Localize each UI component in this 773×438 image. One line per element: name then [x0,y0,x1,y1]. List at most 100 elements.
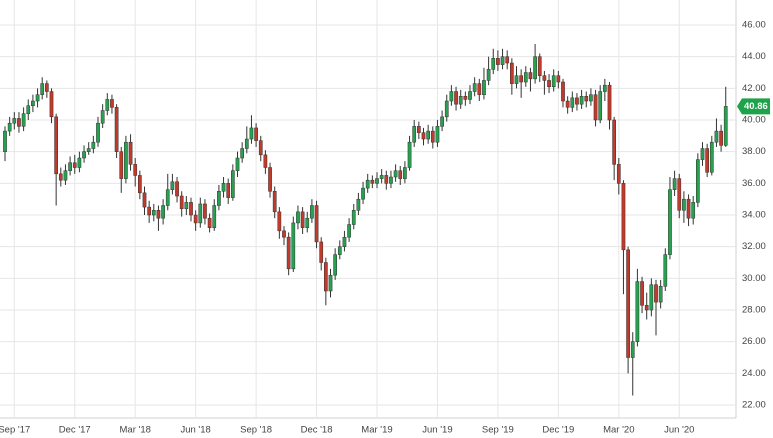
candle-body [570,97,575,108]
candle-body [147,206,152,216]
candle-body [486,69,491,81]
candle-body [430,130,435,143]
candle-body [45,83,49,92]
candle-body [3,130,7,152]
candle-body [412,126,417,143]
candle-body [454,91,458,105]
candle-body [198,203,203,224]
candle-body [393,170,398,178]
candle-body [263,154,268,168]
candle-body [110,99,114,108]
last-price-label: 40.86 [744,101,768,112]
candle-body [310,205,314,219]
candle-body [635,281,640,342]
candle-body [505,56,510,64]
last-price-badge [737,98,770,115]
candle-body [179,195,184,209]
candle-body [510,62,514,84]
candle-body [138,175,142,194]
candle-body [714,130,719,143]
candle-body [468,91,472,100]
candle-body [68,162,72,171]
candle-body [616,164,621,184]
candle-body [640,281,644,306]
candle-body [272,191,277,213]
candle-body [417,126,421,133]
y-tick-label: 26.00 [742,336,766,347]
candle-body [696,159,700,203]
candle-body [58,173,63,181]
candle-body [719,130,723,146]
x-tick-label: Mar '19 [361,425,392,436]
x-tick-label: Dec '18 [301,425,333,436]
candle-body [403,167,407,179]
candle-body [17,118,21,127]
candle-body [435,126,440,143]
candle-body [7,122,12,132]
candle-body [244,138,249,149]
candle-body [421,132,426,140]
candle-body [100,110,105,124]
candle-body [26,105,31,114]
candle-body [328,274,333,292]
candle-body [156,210,161,219]
candle-body [523,72,528,83]
x-tick-label: Jun '20 [664,425,694,436]
candle-body [324,262,328,292]
candle-body [193,214,198,224]
candle-body [282,230,286,238]
candle-body [114,107,119,152]
candle-body [170,181,175,190]
candle-body [207,217,212,228]
candle-body [96,122,100,143]
candle-body [370,179,375,184]
x-tick-label: Dec '19 [542,425,574,436]
candle-body [491,58,496,70]
candle-body [668,189,672,255]
candle-body [54,116,58,175]
candle-body [649,284,654,311]
candle-body [630,341,635,358]
candle-body [175,181,179,197]
x-tick-label: Sep '17 [0,425,30,436]
candle-body [440,116,444,127]
candle-body [337,246,342,255]
candle-body [40,83,45,95]
candle-body [319,241,324,263]
candle-body [426,130,430,140]
candle-body [556,75,561,83]
candle-body [621,183,626,251]
candle-body [579,96,584,105]
candle-body [277,211,282,232]
candle-body [677,178,682,211]
candle-body [575,97,579,105]
candle-body [500,56,505,65]
candle-body [537,56,542,76]
candle-body [528,72,533,80]
candle-body [654,284,658,303]
candle-body [598,91,603,121]
y-tick-label: 46.00 [742,20,766,31]
candle-body [533,56,537,80]
candle-body [472,83,477,92]
candle-body [375,178,379,184]
candle-body [663,254,668,287]
candle-body [82,151,86,159]
candle-body [542,75,547,81]
candle-body [709,141,714,173]
x-tick-label: Jun '19 [422,425,452,436]
x-tick-label: Sep '18 [240,425,272,436]
candle-body [644,305,649,311]
candle-body [240,148,245,159]
candle-body [221,183,226,192]
candle-body [286,236,291,270]
candle-body [551,75,556,88]
candle-body [184,202,189,209]
x-tick-label: Dec '17 [59,425,91,436]
candle-body [314,205,319,243]
candle-body [133,164,138,176]
candle-body [124,141,128,179]
candle-body [63,170,68,181]
candle-body [561,81,565,102]
candle-body [482,80,486,95]
